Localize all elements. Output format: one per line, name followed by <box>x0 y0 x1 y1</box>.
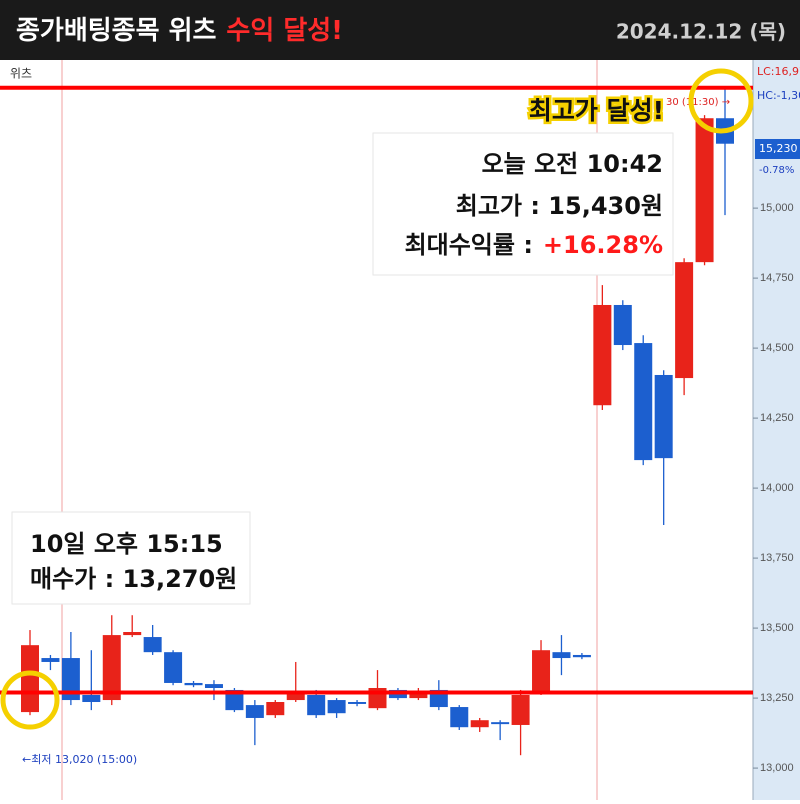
candle-body <box>327 700 346 714</box>
highlight-circle <box>688 68 754 134</box>
buy-time: 10일 오후 15:15 <box>30 530 223 558</box>
candle-body <box>613 304 632 346</box>
header-bar <box>0 0 800 60</box>
y-tick-label: 14,000 <box>760 482 794 494</box>
candle-body <box>532 650 551 694</box>
candle-body <box>102 635 121 701</box>
candle-body <box>675 262 694 379</box>
candle-body <box>143 637 162 653</box>
candle-body <box>695 118 714 263</box>
candle-body <box>450 707 469 728</box>
plot: 13,000 13,250 13,500 13,750 14,000 14,250 14,5… <box>0 85 794 774</box>
candle-body <box>286 693 305 701</box>
box <box>372 132 674 276</box>
header-title: 종가배팅종목 위츠 수익 달성! <box>16 16 343 46</box>
candle-body <box>266 702 285 716</box>
box <box>11 511 251 605</box>
candle-body <box>572 654 591 658</box>
y-tick-label: 13,000 <box>760 762 794 774</box>
candle-body <box>593 304 612 406</box>
return-value: +16.28% <box>543 231 663 259</box>
return-label: 최대수익률 : <box>405 231 533 259</box>
peak-price: 최고가 : 15,430원 <box>456 192 663 220</box>
candle-body <box>225 689 244 711</box>
lc-label: LC:16,97 <box>757 65 800 78</box>
candle-body <box>123 632 142 636</box>
candle-body <box>654 374 673 459</box>
candle-body <box>348 702 367 704</box>
peak-box: 오늘 오전 10:42 최고가 : 15,430원 최대수익률 : +16.28% <box>372 132 674 276</box>
y-tick-label: 15,000 <box>760 202 794 214</box>
candle-body <box>491 722 510 725</box>
candle-body <box>21 645 39 713</box>
high-note: 30 (11:30) → <box>666 97 730 108</box>
y-tick-label: 14,250 <box>760 412 794 424</box>
candle-body <box>245 705 264 718</box>
y-tick-label: 13,750 <box>760 552 794 564</box>
candle-body <box>634 343 653 461</box>
title: 종가배팅종목 위츠 <box>16 16 216 46</box>
price-tag-bg <box>755 139 800 159</box>
peak-return: 최대수익률 : +16.28% <box>405 231 663 259</box>
candle-body <box>164 652 183 683</box>
peak-badge: 최고가 달성! <box>529 96 664 125</box>
buy-price: 매수가 : 13,270원 <box>30 565 237 593</box>
candle-body <box>41 658 60 662</box>
buy-box: 10일 오후 15:15 매수가 : 13,270원 <box>11 511 251 605</box>
highlight-circle <box>0 670 60 730</box>
candle-body <box>307 695 326 716</box>
y-tick-label: 13,500 <box>760 622 794 634</box>
change-tag: -0.78% <box>759 165 794 176</box>
candle-body <box>552 652 571 659</box>
title-highlight: 수익 달성! <box>226 16 343 46</box>
symbol: 위츠 <box>10 67 32 81</box>
axis-bg <box>753 60 800 800</box>
y-tick-label: 14,500 <box>760 342 794 354</box>
candle-body <box>409 693 428 699</box>
hc-label: HC:-1,30 <box>757 89 800 102</box>
y-tick-label: 13,250 <box>760 692 794 704</box>
candle-body <box>204 684 223 689</box>
header-date: 2024.12.12 (목) <box>616 20 786 44</box>
candle-body <box>511 695 530 725</box>
price-tag: 15,230 <box>759 142 798 155</box>
y-tick-label: 14,750 <box>760 272 794 284</box>
low-note: ←최저 13,020 (15:00) <box>22 753 137 766</box>
candle-body <box>470 720 489 728</box>
candle-body <box>61 658 80 701</box>
candle-body <box>184 682 203 686</box>
candle-body <box>82 695 101 703</box>
peak-time: 오늘 오전 10:42 <box>482 150 663 178</box>
